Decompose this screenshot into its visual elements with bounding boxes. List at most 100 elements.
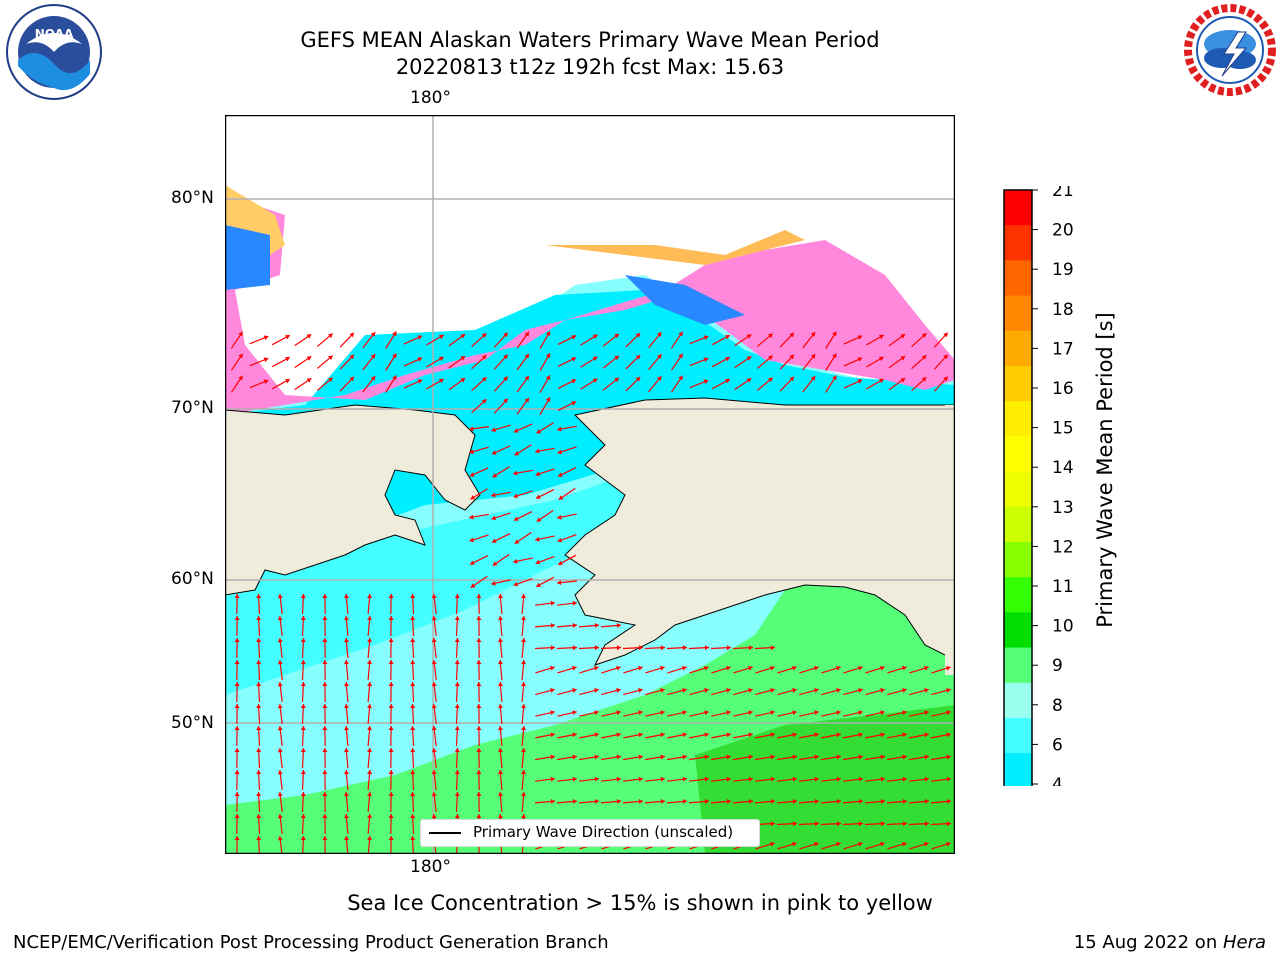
wave-arrow-head [814, 821, 819, 827]
wave-arrow-head [550, 688, 555, 693]
wave-arrow-head [878, 334, 884, 340]
wave-arrow-head [902, 821, 907, 827]
wave-arrow-head [616, 799, 621, 804]
wave-arrow-head [503, 332, 508, 338]
wave-arrow-head [682, 645, 687, 651]
wave-arrow-head [557, 426, 562, 432]
wave-arrow-head [678, 353, 683, 359]
wave-arrow-head [616, 688, 621, 693]
wave-arrow-head [880, 841, 885, 847]
wave-arrow-head [924, 754, 929, 760]
wave-arrow-head [770, 732, 775, 738]
wave-arrow-head [498, 660, 503, 665]
lon-label-bottom: 180° [410, 857, 451, 877]
wave-arrow-head [924, 776, 929, 782]
wave-arrow-head [392, 353, 397, 359]
wave-arrow-head [550, 754, 555, 760]
wave-arrow-head [476, 704, 482, 708]
wave-arrow-head [836, 732, 841, 738]
wave-arrow-head [328, 355, 333, 361]
colorbar-segment [1004, 225, 1032, 261]
wave-arrow-head [682, 754, 687, 760]
wave-arrow-head [571, 401, 576, 406]
wave-arrow-head [770, 710, 775, 716]
map-panel [224, 114, 956, 855]
wave-arrow-head [469, 514, 474, 520]
wave-arrow-head [638, 688, 643, 693]
colorbar-tick-label: 9 [1052, 656, 1063, 676]
wave-arrow-head [792, 710, 797, 716]
wave-arrow-head [571, 335, 576, 340]
wave-arrow-head [814, 732, 819, 738]
wave-arrow-head [344, 770, 349, 775]
wave-arrow-head [410, 616, 416, 621]
wave-arrow-head [476, 638, 482, 642]
wave-arrow-head [902, 841, 907, 847]
wave-arrow-head [836, 688, 841, 693]
wave-arrow-head [638, 776, 643, 782]
wave-arrow-head [768, 333, 773, 339]
wave-arrow-head [703, 335, 709, 341]
wave-arrow-head [550, 600, 555, 606]
wave-arrow-head [285, 335, 290, 340]
wave-arrow-head [558, 495, 564, 500]
wave-arrow-head [858, 799, 863, 804]
wave-arrow-head [349, 332, 354, 338]
wave-arrow-head [770, 841, 775, 847]
wave-arrow-head [814, 710, 819, 716]
wave-arrow-head [344, 704, 349, 709]
wave-arrow-head [256, 660, 262, 665]
legend-label: Primary Wave Direction (unscaled) [473, 823, 734, 841]
wave-arrow-head [921, 333, 927, 338]
wave-arrow-head [285, 357, 290, 362]
lat-label-60: 60°N [171, 569, 214, 589]
colorbar-tick-label: 4 [1052, 775, 1063, 786]
wave-arrow-head [256, 836, 262, 841]
colorbar-tick-label: 6 [1052, 735, 1063, 755]
wave-arrow-head [660, 688, 665, 693]
colorbar-tick-label: 8 [1052, 696, 1063, 716]
wave-arrow-head [521, 748, 526, 753]
wave-arrow-head [792, 732, 797, 738]
wave-arrow-head [924, 821, 929, 827]
wave-arrow-head [789, 354, 794, 360]
colorbar-tick-label: 13 [1052, 498, 1074, 518]
wave-arrow-head [367, 616, 372, 621]
wave-arrow-head [498, 616, 503, 621]
wave-arrow-head [682, 688, 687, 693]
wave-arrow-head [748, 776, 753, 782]
wave-arrow-head [770, 799, 775, 804]
wave-arrow-head [431, 726, 437, 731]
wave-arrow-head [902, 776, 907, 782]
wave-arrow-head [367, 594, 372, 599]
wave-arrow-head [263, 335, 269, 341]
colorbar-segment [1004, 506, 1032, 543]
wave-arrow-head [388, 836, 394, 840]
colorbar: 21201918171615141312111098642 [1000, 181, 1120, 853]
wave-arrow-head [256, 770, 262, 775]
wave-arrow-head [943, 332, 948, 338]
wave-arrow-head [513, 428, 519, 433]
wave-arrow-head [616, 665, 621, 671]
chart-title: GEFS MEAN Alaskan Waters Primary Wave Me… [300, 28, 880, 52]
colorbar-segment [1004, 436, 1032, 473]
wave-arrow-head [592, 356, 598, 361]
wave-arrow-head [367, 748, 372, 753]
wave-arrow-head [810, 332, 816, 337]
wave-arrow-head [370, 376, 376, 381]
wave-arrow-head [748, 799, 753, 804]
wave-arrow-head [857, 335, 863, 340]
wave-arrow-head [498, 748, 503, 753]
wave-arrow-head [256, 726, 262, 731]
wave-arrow-head [858, 754, 863, 760]
wave-arrow-head [344, 638, 349, 643]
wave-arrow-head [704, 732, 709, 738]
wave-arrow-head [256, 594, 262, 599]
colorbar-segment [1004, 260, 1032, 297]
wave-arrow-head [370, 354, 376, 359]
wave-arrow-head [431, 660, 437, 665]
wave-arrow-head [256, 682, 262, 687]
wave-arrow-head [704, 688, 709, 693]
wave-arrow-head [367, 704, 372, 709]
wave-arrow-head [238, 331, 243, 337]
